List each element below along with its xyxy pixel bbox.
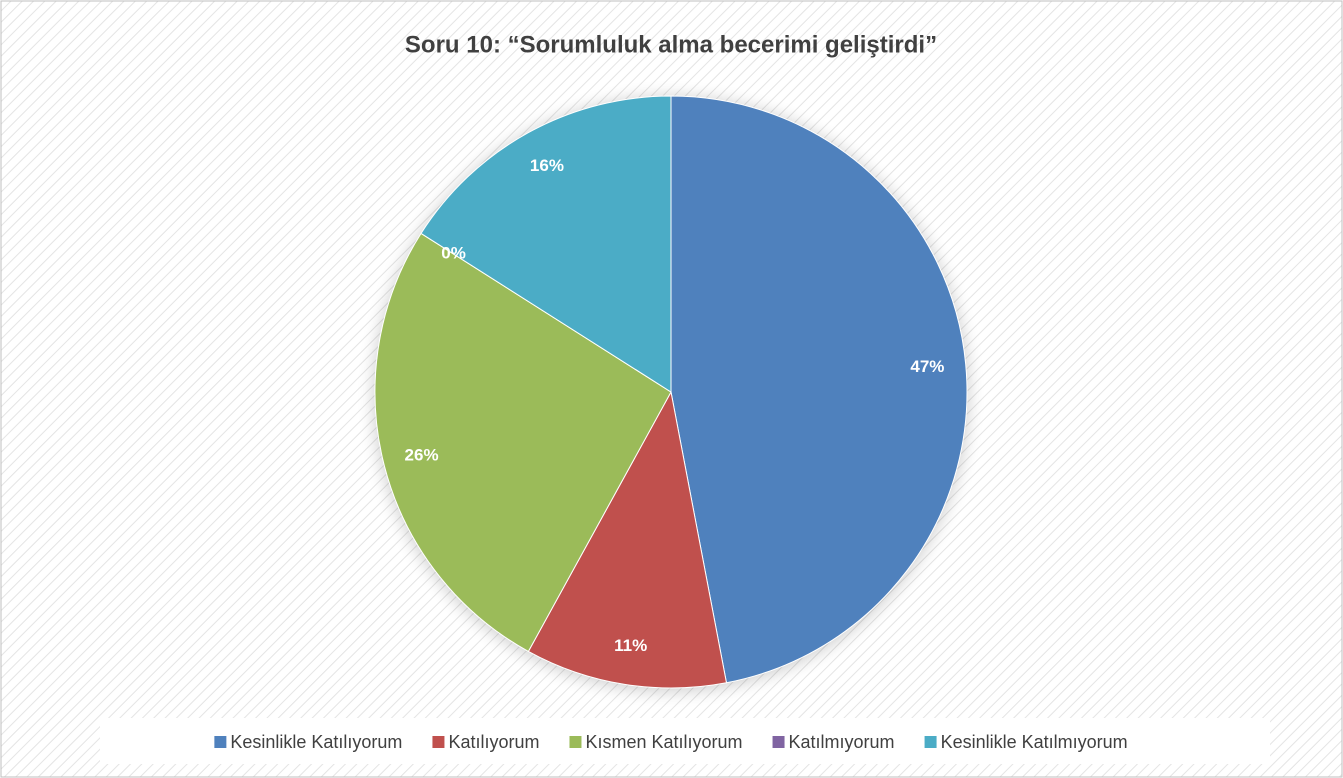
legend-swatch	[924, 736, 937, 748]
data-label: 47%	[910, 357, 944, 376]
legend-swatch	[214, 736, 227, 748]
legend-label: Katılmıyorum	[789, 732, 895, 752]
legend-label: Kesinlikle Katılmıyorum	[941, 732, 1128, 752]
legend-swatch	[432, 736, 445, 748]
legend-label: Kesinlikle Katılıyorum	[230, 732, 402, 752]
pie-slice	[374, 232, 672, 653]
pie-slice	[420, 95, 672, 393]
legend-background	[100, 718, 1270, 764]
legend-label: Kısmen Katılıyorum	[585, 732, 742, 752]
pie-slice	[670, 95, 968, 684]
legend-label: Katılıyorum	[448, 732, 539, 752]
data-label: 26%	[405, 446, 439, 465]
pie-slice	[527, 390, 728, 689]
legend-swatch	[569, 736, 582, 748]
chart-title: Soru 10: “Sorumluluk alma becerimi geliş…	[405, 31, 937, 58]
data-label: 0%	[441, 243, 466, 262]
data-label: 11%	[614, 636, 647, 655]
data-label: 16%	[530, 156, 564, 175]
legend-swatch	[772, 736, 785, 748]
